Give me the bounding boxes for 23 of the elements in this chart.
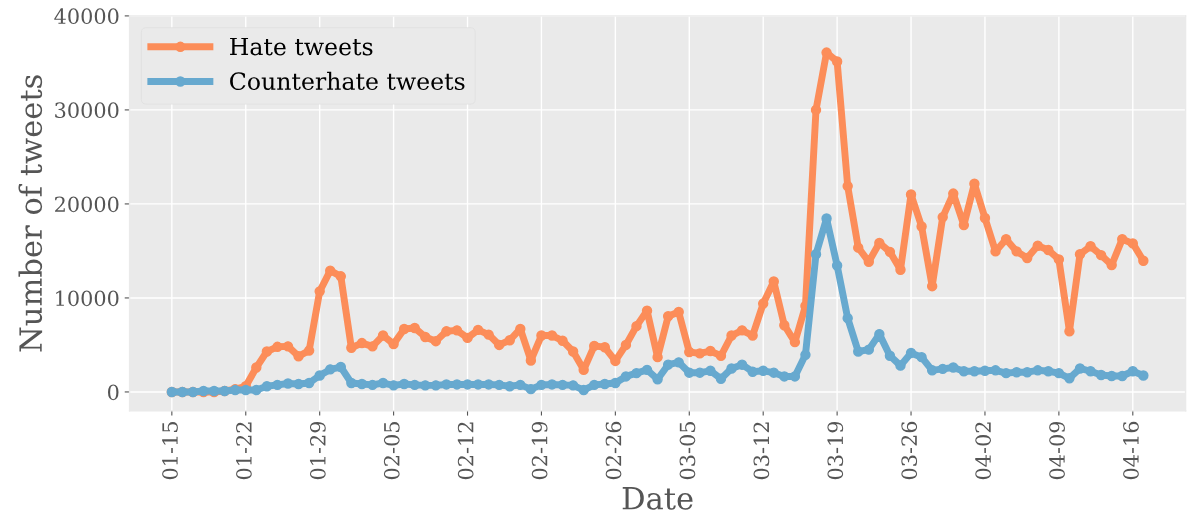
y-tick-label: 0 <box>108 384 119 401</box>
legend-label: Counterhate tweets <box>230 71 465 91</box>
x-tick-label: 01-29 <box>309 421 326 480</box>
x-tick-label: 03-05 <box>679 422 696 480</box>
x-tick-label: 03-19 <box>827 421 844 480</box>
y-tick-label: 10000 <box>56 290 119 307</box>
y-tick-label: 20000 <box>55 196 119 213</box>
x-tick-label: 04-09 <box>1049 421 1065 480</box>
x-axis-title: Date <box>622 487 693 510</box>
y-tick-label: 30000 <box>55 102 119 119</box>
x-tick-label: 03-26 <box>901 421 918 480</box>
y-axis-title: Number of tweets <box>18 75 43 352</box>
x-tick-label: 01-15 <box>162 422 178 480</box>
x-tick-label: 02-26 <box>605 421 622 480</box>
x-tick-label: 04-02 <box>975 422 991 480</box>
y-tick-label: 40000 <box>54 8 119 25</box>
x-tick-label: 02-19 <box>531 421 548 480</box>
x-tick-label: 04-16 <box>1123 421 1139 480</box>
x-tick-label: 02-12 <box>457 422 474 480</box>
x-tick-label: 03-12 <box>753 422 770 480</box>
legend-label: Hate tweets <box>230 37 373 56</box>
x-tick-label: 02-05 <box>383 422 400 480</box>
x-tick-label: 01-22 <box>236 422 252 480</box>
